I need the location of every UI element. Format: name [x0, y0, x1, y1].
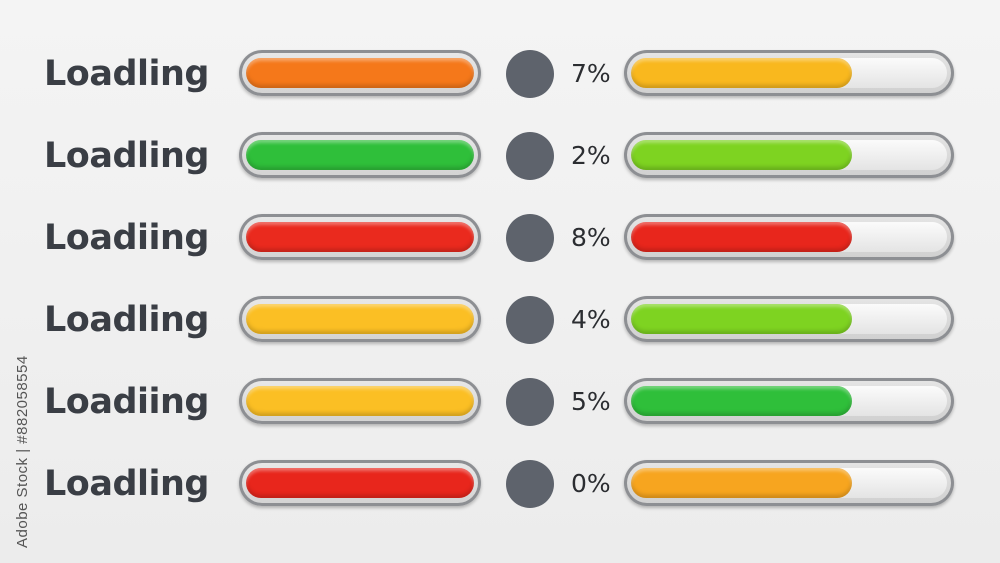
right-progress-bar [624, 296, 954, 342]
loading-row: Loadling 2% [0, 128, 1000, 188]
loading-row: Loadiing 5% [0, 374, 1000, 434]
left-progress-fill [246, 468, 474, 498]
left-progress-fill [246, 222, 474, 252]
status-dot-icon [506, 378, 554, 426]
progress-percent: 5% [571, 387, 611, 416]
progress-percent: 8% [571, 223, 611, 252]
progress-percent: 4% [571, 305, 611, 334]
loading-row: Loadiing 8% [0, 210, 1000, 270]
left-progress-fill [246, 140, 474, 170]
right-progress-fill [631, 468, 853, 498]
right-progress-fill [631, 58, 853, 88]
right-progress-fill [631, 386, 853, 416]
left-progress-bar [239, 296, 481, 342]
left-progress-fill [246, 58, 474, 88]
left-progress-bar [239, 378, 481, 424]
progress-percent: 2% [571, 141, 611, 170]
left-progress-fill [246, 304, 474, 334]
left-progress-fill [246, 386, 474, 416]
loading-label: Loadiing [44, 218, 209, 258]
right-progress-fill [631, 304, 853, 334]
loading-row: Loadling 4% [0, 292, 1000, 352]
status-dot-icon [506, 214, 554, 262]
loading-label: Loadling [44, 464, 209, 504]
loading-label: Loadling [44, 136, 209, 176]
right-progress-bar [624, 50, 954, 96]
loading-row: Loadling 0% [0, 456, 1000, 516]
loading-label: Loadiing [44, 382, 209, 422]
right-progress-bar [624, 214, 954, 260]
loading-row: Loadling 7% [0, 46, 1000, 106]
status-dot-icon [506, 460, 554, 508]
right-progress-fill [631, 222, 853, 252]
status-dot-icon [506, 50, 554, 98]
loading-label: Loadling [44, 300, 209, 340]
right-progress-bar [624, 378, 954, 424]
status-dot-icon [506, 132, 554, 180]
loading-label: Loadling [44, 54, 209, 94]
right-progress-bar [624, 132, 954, 178]
right-progress-fill [631, 140, 853, 170]
status-dot-icon [506, 296, 554, 344]
left-progress-bar [239, 132, 481, 178]
right-progress-bar [624, 460, 954, 506]
left-progress-bar [239, 50, 481, 96]
left-progress-bar [239, 460, 481, 506]
progress-percent: 0% [571, 469, 611, 498]
progress-percent: 7% [571, 59, 611, 88]
left-progress-bar [239, 214, 481, 260]
